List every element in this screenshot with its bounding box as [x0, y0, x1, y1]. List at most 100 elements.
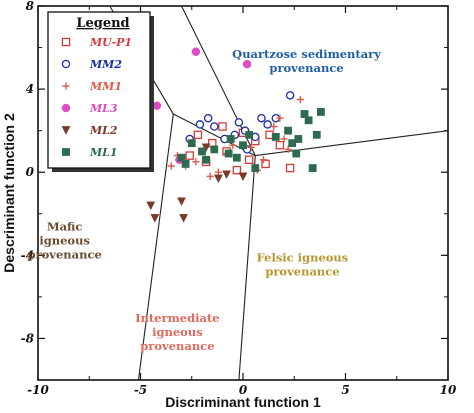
data-point	[284, 145, 292, 153]
boundary-line-5	[238, 155, 256, 381]
data-point	[206, 172, 214, 180]
data-point	[210, 145, 219, 154]
data-point	[192, 158, 200, 166]
legend-label: MM1	[89, 80, 122, 93]
legend-marker	[62, 148, 70, 156]
data-point	[304, 116, 313, 125]
legend-marker	[62, 82, 70, 90]
data-point	[191, 47, 201, 56]
region-label-line: provenance	[265, 265, 339, 279]
data-point	[259, 156, 268, 164]
y-axis-label: Descriminant function 2	[1, 113, 17, 273]
x-tick-label: 10	[440, 383, 457, 397]
data-point	[245, 130, 254, 139]
legend-marker	[61, 126, 71, 135]
data-point	[247, 143, 255, 151]
data-point	[316, 108, 325, 116]
data-point	[195, 120, 205, 129]
data-point	[288, 139, 297, 148]
x-tick-label: 5	[341, 383, 349, 397]
data-point	[300, 110, 309, 118]
data-point	[232, 165, 242, 175]
region-label-line: provenance	[269, 61, 343, 75]
data-point	[177, 153, 186, 162]
data-point	[152, 101, 162, 110]
legend-label: MM2	[89, 58, 122, 71]
region-label: Felsic igneous provenance	[257, 251, 349, 279]
legend-label: ML3	[89, 102, 118, 115]
data-point	[285, 163, 295, 173]
region-label-line: Quartzose sedimentary	[232, 47, 381, 61]
data-points	[146, 47, 325, 223]
data-point	[239, 141, 247, 150]
data-point	[202, 155, 210, 164]
data-point	[222, 170, 232, 180]
data-point	[270, 122, 278, 131]
legend-marker	[61, 37, 71, 47]
data-point	[213, 174, 223, 184]
region-label-line: igneous	[152, 325, 203, 339]
region-label: Intermediate igneous provenance	[135, 311, 219, 353]
series-ml1	[177, 108, 325, 172]
data-point	[271, 133, 280, 141]
data-point	[193, 130, 203, 140]
data-point	[294, 135, 303, 143]
data-point	[181, 160, 190, 168]
legend-marker	[61, 59, 71, 69]
data-point	[232, 153, 241, 162]
region-label-line: Mafic	[47, 219, 83, 233]
data-point	[234, 118, 244, 127]
data-point	[238, 172, 248, 182]
data-point	[244, 155, 254, 165]
boundary-line-4	[137, 113, 174, 381]
data-point	[276, 114, 284, 122]
data-point	[210, 122, 219, 131]
data-point	[185, 151, 194, 160]
y-tick-label: 0	[26, 165, 35, 179]
data-point	[146, 201, 156, 211]
legend: Legend MU-P1 MM2 MM1 ML3 ML2 ML1	[47, 11, 154, 172]
data-point	[312, 130, 321, 139]
y-tick-label: 8	[26, 0, 35, 13]
data-point	[280, 135, 288, 143]
data-point	[198, 147, 206, 156]
x-tick-label: -10	[27, 383, 49, 397]
legend-label: ML1	[89, 146, 118, 159]
region-label-line: provenance	[140, 339, 214, 353]
data-point	[179, 214, 188, 223]
data-point	[226, 135, 235, 143]
data-point	[263, 120, 272, 129]
data-point	[187, 139, 196, 148]
data-point	[251, 164, 260, 172]
x-axis-label: Discriminant function 1	[165, 394, 321, 410]
legend-label: MU-P1	[89, 36, 132, 49]
data-point	[167, 162, 175, 170]
data-point	[296, 95, 304, 104]
data-point	[257, 113, 266, 123]
legend-marker	[61, 103, 71, 113]
axis-ticks: -10 -5 0 5 10 8 4 0 -4 -8	[21, 0, 457, 397]
data-point	[218, 122, 227, 131]
region-label-line: provenance	[28, 247, 102, 261]
legend-title: Legend	[76, 16, 129, 31]
region-label-line: Intermediate	[135, 311, 219, 325]
data-point	[203, 113, 213, 123]
y-tick-label: -4	[21, 248, 34, 262]
data-point	[308, 164, 317, 172]
data-point	[292, 149, 301, 158]
region-label-line: Felsic igneous	[257, 251, 349, 265]
x-tick-label: -5	[134, 383, 147, 397]
region-label-line: igneous	[39, 233, 90, 247]
region-label: Quartzose sedimentary provenance	[232, 47, 381, 75]
data-point	[224, 149, 233, 158]
data-point	[242, 59, 252, 69]
x-tick-label: 0	[239, 383, 248, 397]
y-tick-label: 4	[26, 82, 34, 96]
data-point	[285, 91, 295, 100]
data-point	[177, 197, 186, 207]
region-label: Mafic igneous provenance	[28, 219, 102, 261]
y-tick-label: -8	[21, 331, 35, 345]
data-point	[284, 126, 292, 135]
